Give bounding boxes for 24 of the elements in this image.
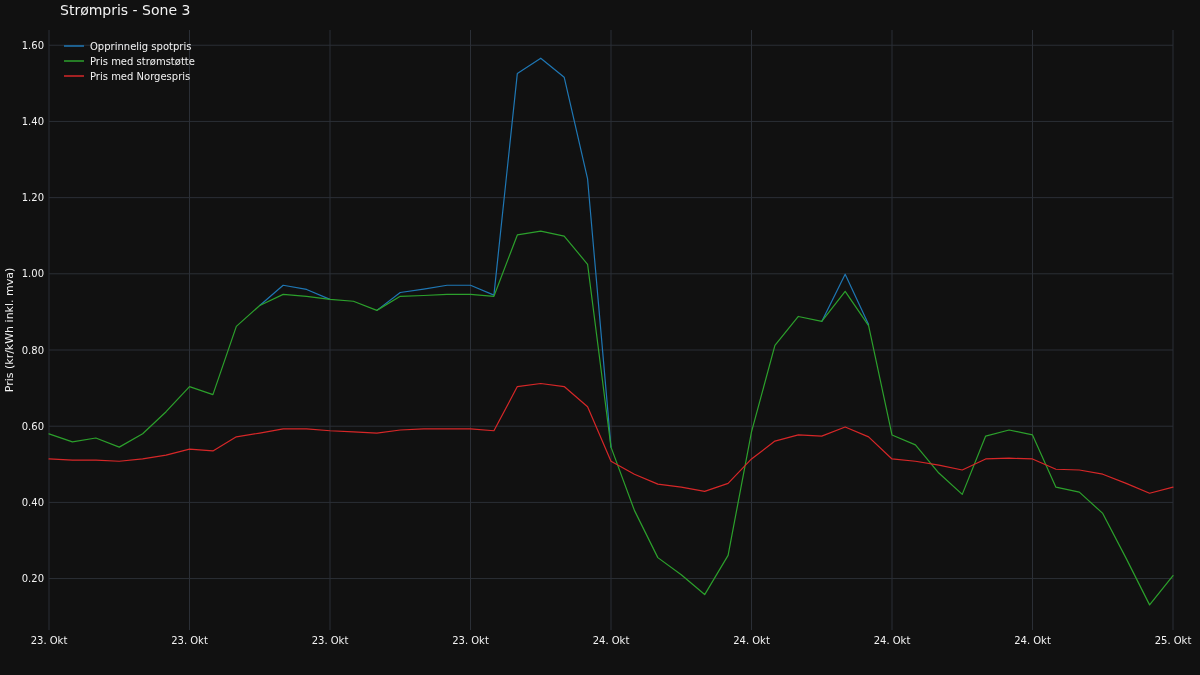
y-tick-label: 1.40 xyxy=(21,115,44,127)
x-tick-label: 24. Okt xyxy=(873,635,911,646)
y-tick-label: 0.20 xyxy=(21,573,44,585)
legend-label: Opprinnelig spotpris xyxy=(90,40,192,52)
y-axis-title: Pris (kr/kWh inkl. mva) xyxy=(3,267,16,393)
legend-label: Pris med strømstøtte xyxy=(90,55,195,67)
chart-title: Strømpris - Sone 3 xyxy=(60,2,191,18)
y-tick-label: 0.40 xyxy=(21,496,44,508)
y-tick-label: 1.20 xyxy=(21,192,44,204)
x-tick-label: 25. Okt xyxy=(1154,635,1192,646)
y-tick-label: 1.60 xyxy=(21,39,44,51)
x-tick-label: 23. Okt xyxy=(30,635,68,646)
legend-label: Pris med Norgespris xyxy=(90,70,191,82)
x-tick-label: 24. Okt xyxy=(733,635,770,646)
x-tick-label: 23. Okt xyxy=(311,635,349,646)
x-tick-label: 24. Okt xyxy=(1014,635,1051,646)
x-tick-label: 23. Okt xyxy=(171,635,208,646)
x-tick-label: 24. Okt xyxy=(592,635,630,646)
y-tick-label: 0.60 xyxy=(21,420,44,432)
y-tick-label: 0.80 xyxy=(21,344,44,356)
y-tick-label: 1.00 xyxy=(21,268,44,280)
x-tick-label: 23. Okt xyxy=(452,635,489,646)
line-series xyxy=(48,382,1174,494)
line-series xyxy=(48,230,1174,606)
